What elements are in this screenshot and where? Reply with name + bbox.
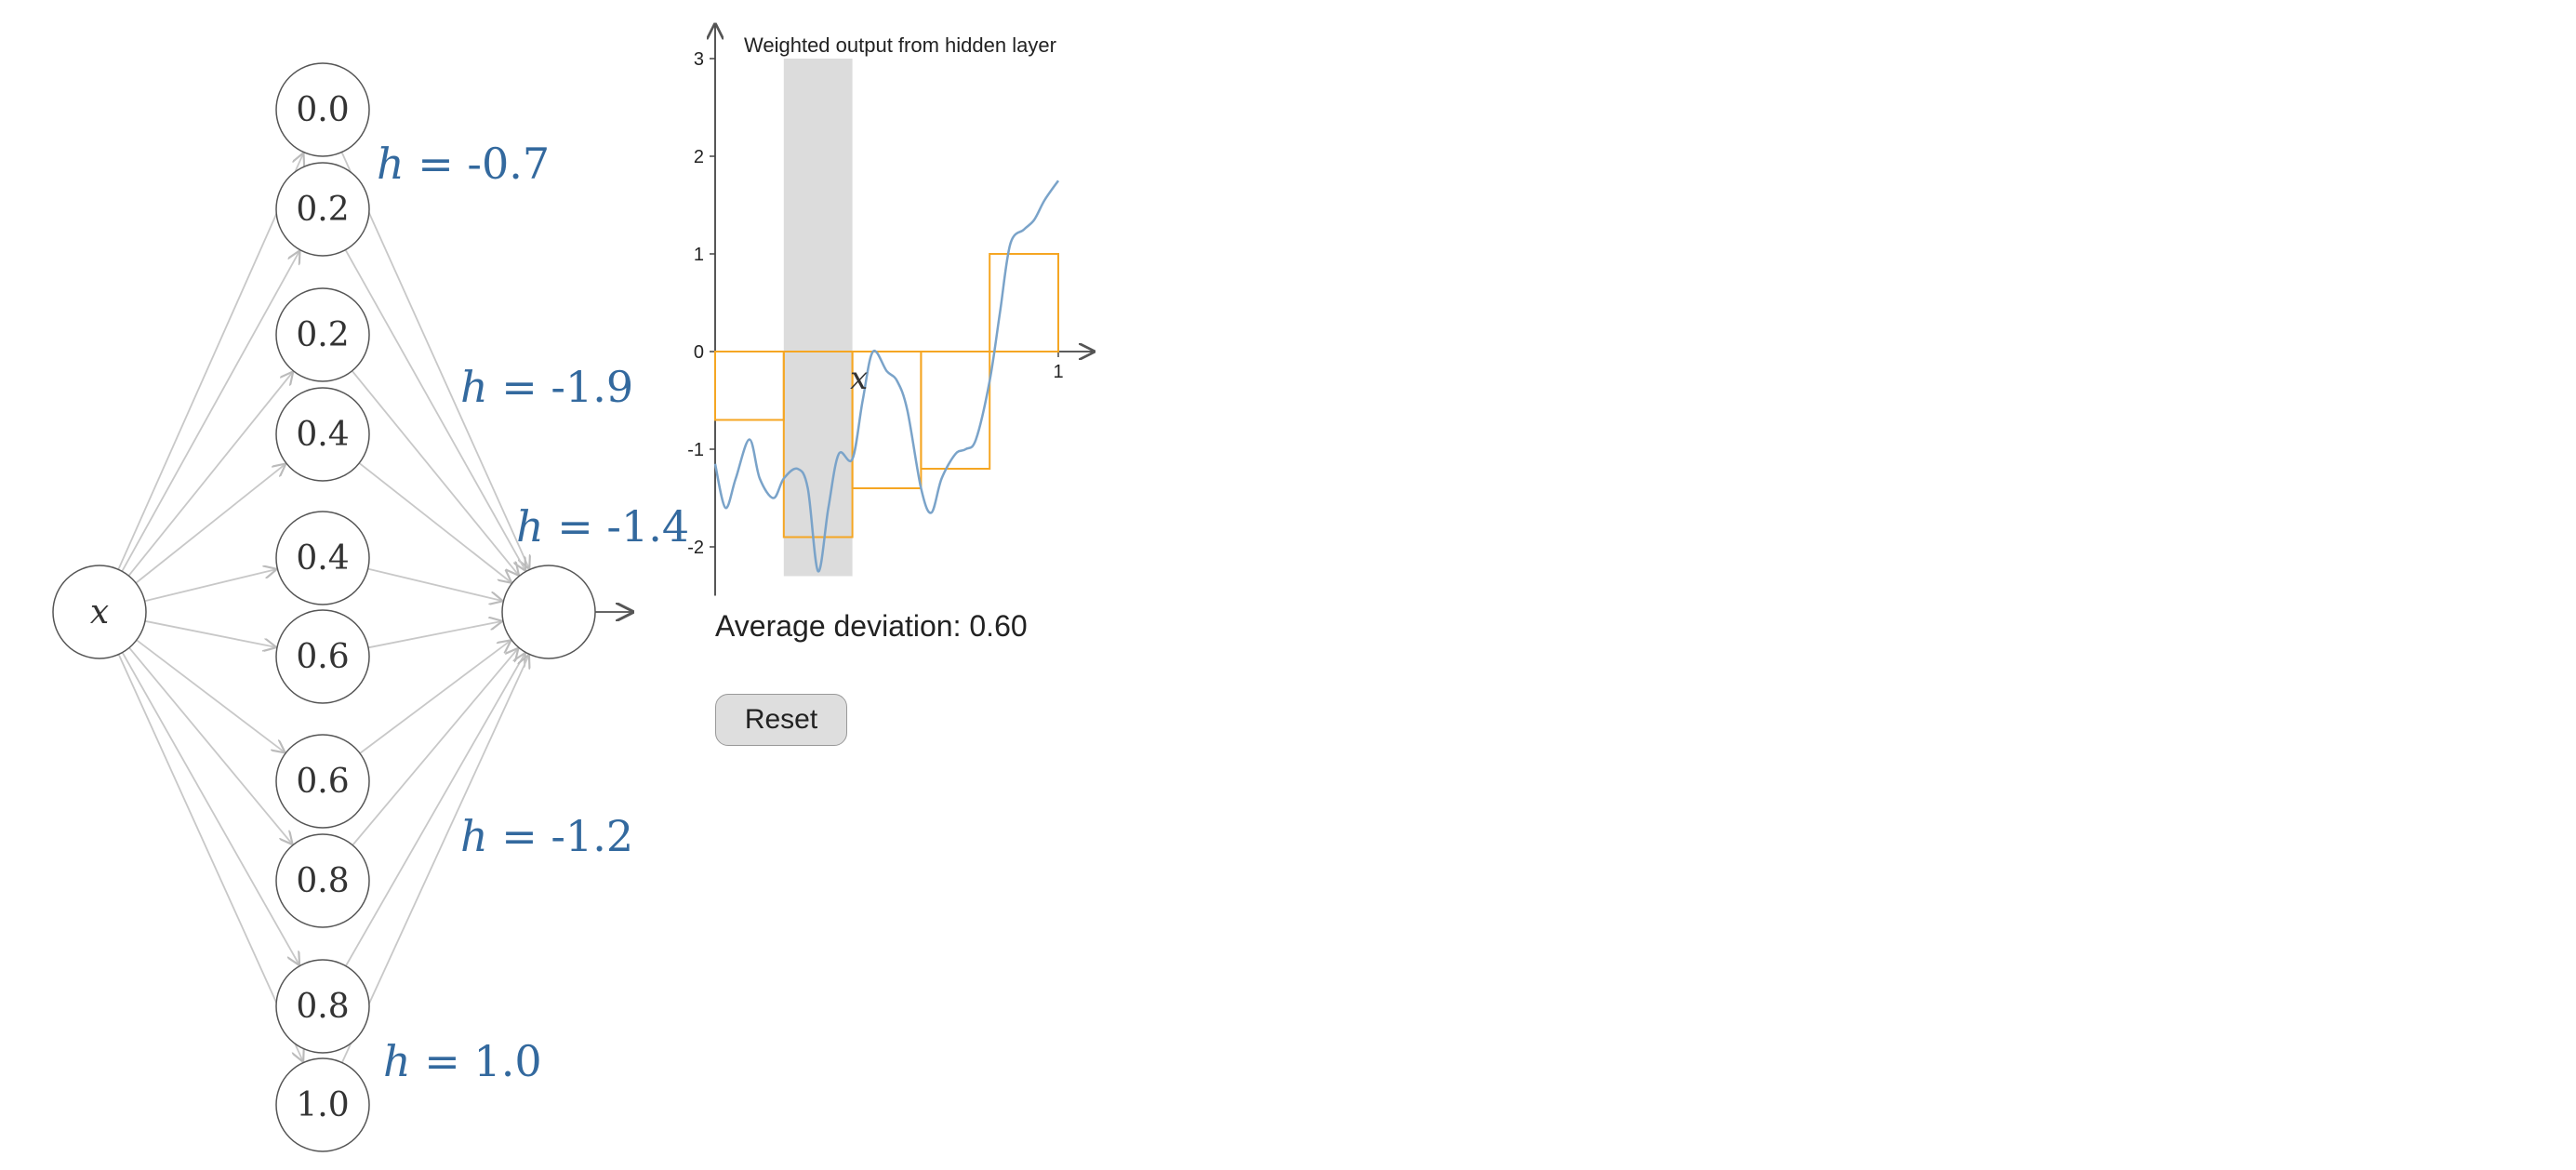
network-edges [117, 152, 632, 1063]
hidden-node[interactable] [275, 734, 370, 829]
edge-input-hidden [127, 372, 292, 577]
edge-hidden-output [345, 654, 524, 967]
hidden-node[interactable] [275, 387, 370, 482]
edge-input-hidden [128, 646, 292, 844]
h-variable: h [377, 139, 405, 189]
hidden-node-label: 0.8 [296, 862, 349, 900]
h-weight-label[interactable]: h = 1.0 [383, 1036, 542, 1086]
h-variable: h [516, 501, 544, 552]
h-value: = -1.2 [488, 811, 634, 861]
hidden-node[interactable] [275, 959, 370, 1054]
edge-input-hidden [121, 652, 299, 964]
hidden-node[interactable] [275, 287, 370, 382]
edge-hidden-output [341, 656, 528, 1063]
h-value: = -1.4 [544, 501, 690, 552]
hidden-node-label: 1.0 [296, 1086, 349, 1124]
input-node [52, 565, 147, 659]
y-tick-label: 2 [694, 147, 704, 167]
h-variable: h [460, 811, 488, 861]
hidden-node-label: 0.2 [296, 191, 349, 229]
hidden-node[interactable] [275, 1057, 370, 1152]
edge-hidden-output [359, 641, 510, 754]
edge-hidden-output [344, 249, 524, 570]
weighted-output-chart: 3 2 1 0 -1 -2 1 Weighted output from hidden la… [687, 24, 1094, 596]
input-node-label: x [90, 593, 109, 632]
h-variable: h [460, 362, 488, 412]
edge-input-hidden [144, 619, 275, 647]
h-labels: h = -0.7h = -1.9h = -1.4h = -1.2h = 1.0 [377, 139, 689, 1086]
step-function [714, 253, 1059, 538]
output-node [501, 565, 596, 659]
h-weight-label[interactable]: h = -1.9 [460, 362, 633, 412]
edge-input-hidden [135, 464, 285, 584]
h-value: = -0.7 [405, 139, 551, 189]
x-tick-label: 1 [1053, 362, 1063, 382]
chart-axes: 3 2 1 0 -1 -2 1 [687, 24, 1094, 596]
step-bar [989, 253, 1059, 352]
hidden-node[interactable] [275, 609, 370, 704]
edge-hidden-output [352, 649, 517, 846]
x-axis-label: x [850, 360, 868, 397]
edge-input-hidden [121, 251, 299, 572]
y-tick-label: 3 [694, 49, 704, 70]
step-bar [920, 351, 991, 470]
hidden-node[interactable] [275, 511, 370, 605]
y-tick-label: 1 [694, 245, 704, 265]
average-deviation: Average deviation: 0.60 [715, 609, 1028, 643]
edge-hidden-output [351, 370, 519, 575]
step-bar [714, 351, 785, 421]
highlight-band[interactable] [783, 59, 853, 577]
edge-input-hidden [117, 154, 303, 570]
edge-input-hidden [136, 639, 285, 751]
edge-hidden-output [367, 567, 502, 601]
hidden-node-label: 0.4 [296, 539, 349, 578]
h-value: = 1.0 [411, 1036, 542, 1086]
h-variable: h [383, 1036, 411, 1086]
edge-hidden-output [340, 152, 529, 568]
network-nodes: x 0.0 0.2 0.2 0.4 0.4 0.6 0.6 0.8 0.8 1.0 [52, 62, 596, 1152]
edge-hidden-output [358, 462, 511, 582]
hidden-node-label: 0.6 [296, 638, 349, 676]
h-weight-label[interactable]: h = -1.4 [516, 501, 689, 552]
hidden-node-label: 0.6 [296, 763, 349, 801]
reset-button[interactable]: Reset [715, 694, 847, 746]
edge-input-hidden [144, 569, 276, 603]
edge-hidden-output [367, 621, 501, 649]
y-tick-label: -1 [687, 440, 704, 460]
hidden-node-label: 0.4 [296, 416, 349, 454]
hidden-node-label: 0.8 [296, 988, 349, 1026]
hidden-node-label: 0.0 [296, 91, 349, 129]
hidden-node-label: 0.2 [296, 316, 349, 354]
h-value: = -1.9 [488, 362, 634, 412]
target-curve [713, 179, 1060, 573]
y-tick-label: -2 [687, 538, 704, 558]
hidden-node[interactable] [275, 833, 370, 928]
hidden-node[interactable] [275, 62, 370, 157]
h-weight-label[interactable]: h = -1.2 [460, 811, 633, 861]
network-diagram: x 0.0 0.2 0.2 0.4 0.4 0.6 0.6 0.8 0.8 1.0 h = -0.7… [52, 62, 689, 1152]
h-weight-label[interactable]: h = -0.7 [377, 139, 550, 189]
y-tick-label: 0 [694, 342, 704, 363]
chart-title: Weighted output from hidden layer [744, 33, 1056, 57]
edge-input-hidden [117, 654, 303, 1061]
hidden-node[interactable] [275, 162, 370, 257]
